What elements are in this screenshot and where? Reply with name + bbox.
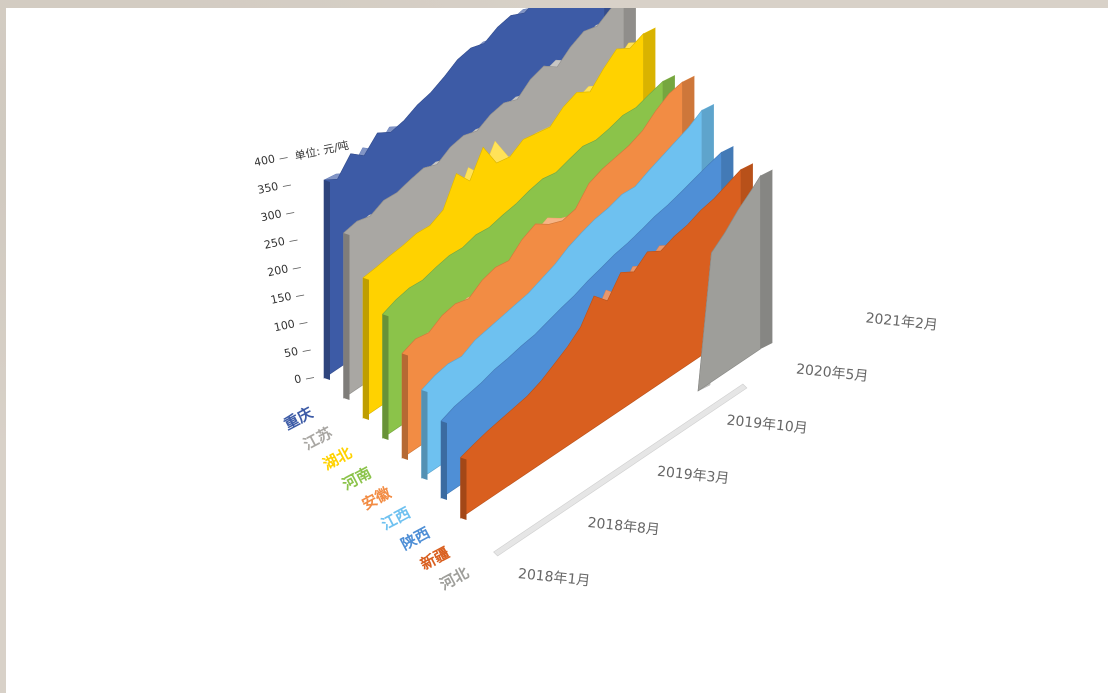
series-label-安徽: 安徽 bbox=[359, 483, 395, 513]
x-tick-label: 2018年8月 bbox=[587, 515, 661, 538]
y-tick-label: 250 bbox=[263, 235, 286, 252]
y-tick-mark bbox=[292, 267, 301, 270]
y-tick-label: 200 bbox=[266, 262, 289, 279]
x-tick-label: 2019年10月 bbox=[726, 413, 809, 437]
chart-card: 0 50 100 150 200 250 300 350 400 单位: 元/吨 重庆 江苏 湖北 河南… bbox=[6, 8, 1108, 693]
y-tick-label: 300 bbox=[260, 207, 283, 224]
series-label-江苏: 江苏 bbox=[300, 424, 335, 454]
ribbon-left-edge-河北 bbox=[698, 391, 704, 393]
y-tick-mark bbox=[302, 349, 311, 352]
ribbon-left-edge-江西 bbox=[421, 390, 428, 480]
y-tick-mark bbox=[286, 212, 295, 215]
y-tick-label: 100 bbox=[273, 317, 296, 334]
x-axis: 2018年1月 2018年8月 2019年3月 2019年10月 2020年5月 2021… bbox=[517, 310, 938, 589]
series-label-新疆: 新疆 bbox=[417, 544, 452, 574]
ribbon-left-edge-湖北 bbox=[363, 277, 369, 420]
y-tick-label: 400 bbox=[253, 152, 276, 169]
floor-strip bbox=[493, 383, 748, 557]
series-label-重庆: 重庆 bbox=[281, 404, 316, 434]
series-label-陕西: 陕西 bbox=[398, 524, 433, 554]
ribbon-left-edge-河南 bbox=[382, 314, 389, 440]
y-tick-mark bbox=[305, 377, 315, 380]
series-label-河北: 河北 bbox=[437, 564, 472, 594]
x-tick-label: 2019年3月 bbox=[656, 464, 730, 487]
ribbon-left-edge-安徽 bbox=[402, 353, 408, 460]
y-tick-mark bbox=[282, 184, 291, 187]
ribbon-left-edge-江苏 bbox=[343, 233, 350, 400]
ribbon-end-河北 bbox=[760, 169, 773, 349]
ribbon-left-edge-新疆 bbox=[460, 457, 467, 520]
series-label-湖北: 湖北 bbox=[320, 444, 355, 474]
y-tick-label: 50 bbox=[283, 345, 299, 361]
x-tick-label: 2018年1月 bbox=[517, 566, 591, 589]
y-tick-label: 150 bbox=[269, 290, 292, 307]
x-tick-label: 2021年2月 bbox=[865, 310, 939, 333]
floor-bar bbox=[493, 383, 748, 557]
series-label-江西: 江西 bbox=[378, 504, 413, 534]
y-tick-mark bbox=[299, 322, 308, 325]
ribbon-front-河北 bbox=[697, 174, 761, 392]
y-tick-mark bbox=[296, 294, 305, 297]
y-tick-mark bbox=[289, 239, 298, 242]
series-label-河南: 河南 bbox=[339, 464, 374, 494]
y-tick-label: 0 bbox=[293, 372, 303, 386]
ribbon-left-edge-陕西 bbox=[441, 421, 447, 500]
x-tick-label: 2020年5月 bbox=[795, 361, 869, 384]
y-tick-mark bbox=[279, 157, 288, 160]
ribbon-left-edge-重庆 bbox=[324, 180, 330, 380]
ribbon-series-group bbox=[323, 8, 774, 520]
ribbon-河北 bbox=[697, 169, 774, 393]
ribbon-chart: 0 50 100 150 200 250 300 350 400 单位: 元/吨 重庆江苏湖北河南… bbox=[253, 8, 939, 594]
ribbon-front-新疆 bbox=[460, 168, 742, 519]
unit-label: 单位: 元/吨 bbox=[293, 138, 350, 163]
y-tick-label: 350 bbox=[256, 180, 279, 197]
